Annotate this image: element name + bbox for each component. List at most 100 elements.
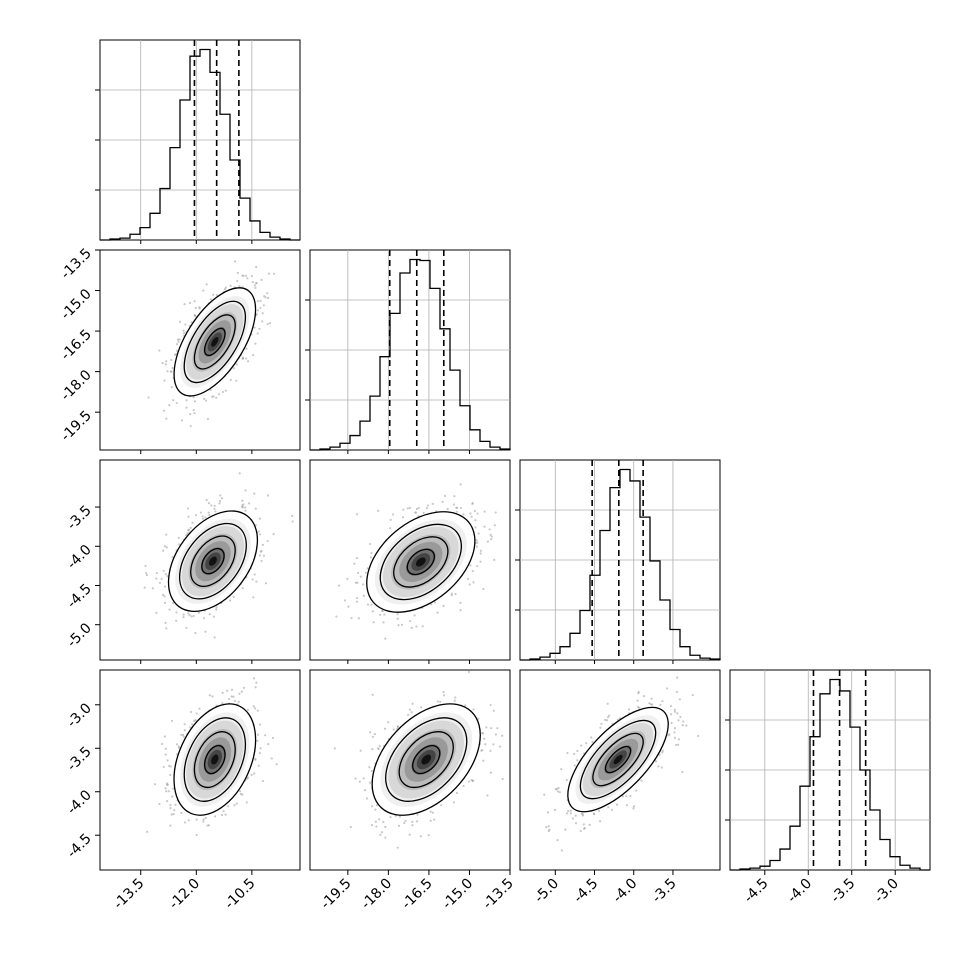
scatter-point	[585, 742, 588, 745]
scatter-point	[370, 552, 373, 555]
scatter-point	[408, 708, 412, 711]
scatter-point	[192, 396, 195, 399]
scatter-point	[375, 825, 378, 828]
scatter-point	[203, 397, 206, 400]
scatter-point	[261, 312, 264, 315]
scatter-point	[380, 831, 384, 834]
scatter-point	[440, 804, 443, 807]
scatter-point	[673, 731, 676, 734]
scatter-point	[489, 533, 492, 536]
scatter-point	[261, 320, 264, 323]
scatter-point	[177, 745, 180, 748]
scatter-point	[254, 686, 257, 689]
scatter-point	[483, 737, 486, 740]
scatter-point	[147, 396, 150, 399]
scatter-point	[185, 406, 188, 409]
scatter-point	[565, 812, 569, 815]
scatter-point	[253, 772, 256, 775]
scatter-point	[255, 580, 258, 583]
scatter-point	[236, 271, 239, 274]
scatter-point	[475, 545, 479, 548]
scatter-point	[454, 696, 457, 699]
scatter-point	[490, 538, 493, 541]
scatter-point	[223, 288, 227, 291]
scatter-point	[163, 595, 166, 598]
scatter-point	[452, 801, 456, 804]
scatter-point	[202, 289, 205, 292]
scatter-point	[371, 735, 375, 738]
scatter-panel-2-1	[309, 459, 511, 661]
scatter-point	[213, 504, 216, 507]
scatter-point	[391, 513, 395, 516]
scatter-point	[164, 753, 167, 756]
scatter-point	[246, 277, 249, 280]
scatter-point	[260, 278, 263, 281]
scatter-point	[673, 726, 677, 730]
scatter-point	[366, 567, 369, 570]
scatter-point	[455, 791, 459, 795]
scatter-point	[389, 816, 392, 819]
scatter-point	[221, 390, 224, 394]
scatter-point	[486, 540, 489, 543]
scatter-point	[188, 301, 192, 305]
scatter-point	[462, 513, 465, 516]
scatter-point	[450, 594, 453, 597]
scatter-point	[173, 809, 176, 812]
scatter-point	[192, 409, 195, 412]
histogram-panel-2	[515, 459, 721, 661]
scatter-point	[187, 819, 190, 822]
scatter-point	[564, 828, 567, 831]
scatter-point	[211, 395, 214, 398]
scatter-point	[355, 596, 359, 600]
scatter-point	[371, 747, 374, 751]
scatter-point	[415, 625, 418, 628]
scatter-point	[228, 599, 232, 602]
scatter-point	[238, 472, 241, 475]
contour-line	[379, 523, 463, 601]
scatter-point	[166, 575, 169, 578]
scatter-point	[162, 765, 165, 769]
scatter-point	[452, 503, 456, 506]
scatter-point	[267, 272, 271, 275]
scatter-point	[207, 502, 211, 505]
scatter-point	[409, 619, 412, 623]
scatter-point	[209, 388, 212, 392]
scatter-point	[389, 518, 392, 522]
scatter-point	[238, 692, 241, 695]
scatter-point	[241, 499, 244, 502]
scatter-point	[472, 581, 475, 584]
scatter-point	[482, 759, 485, 762]
scatter-point	[476, 541, 479, 544]
scatter-point	[199, 511, 203, 514]
scatter-point	[401, 516, 405, 519]
scatter-point	[224, 813, 227, 816]
scatter-point	[218, 502, 221, 505]
scatter-point	[657, 765, 660, 768]
scatter-point	[192, 614, 195, 618]
scatter-point	[379, 833, 382, 836]
scatter-point	[343, 599, 347, 602]
scatter-point	[266, 322, 269, 326]
scatter-point	[256, 332, 259, 335]
scatter-point	[177, 536, 180, 540]
scatter-point	[396, 613, 399, 616]
scatter-point	[479, 560, 482, 563]
scatter-point	[582, 823, 585, 826]
scatter-point	[237, 700, 240, 703]
scatter-point	[479, 549, 482, 552]
scatter-point	[267, 742, 270, 746]
scatter-point	[569, 812, 572, 815]
scatter-point	[473, 509, 476, 513]
scatter-point	[416, 820, 419, 823]
contour-line	[167, 510, 259, 613]
scatter-point	[256, 300, 260, 303]
scatter-point	[556, 790, 559, 793]
scatter-point	[597, 809, 601, 812]
scatter-point	[158, 581, 162, 585]
scatter-point	[400, 623, 404, 626]
scatter-point	[357, 617, 360, 620]
scatter-point	[239, 790, 242, 793]
scatter-point	[187, 529, 190, 532]
scatter-point	[146, 830, 149, 833]
